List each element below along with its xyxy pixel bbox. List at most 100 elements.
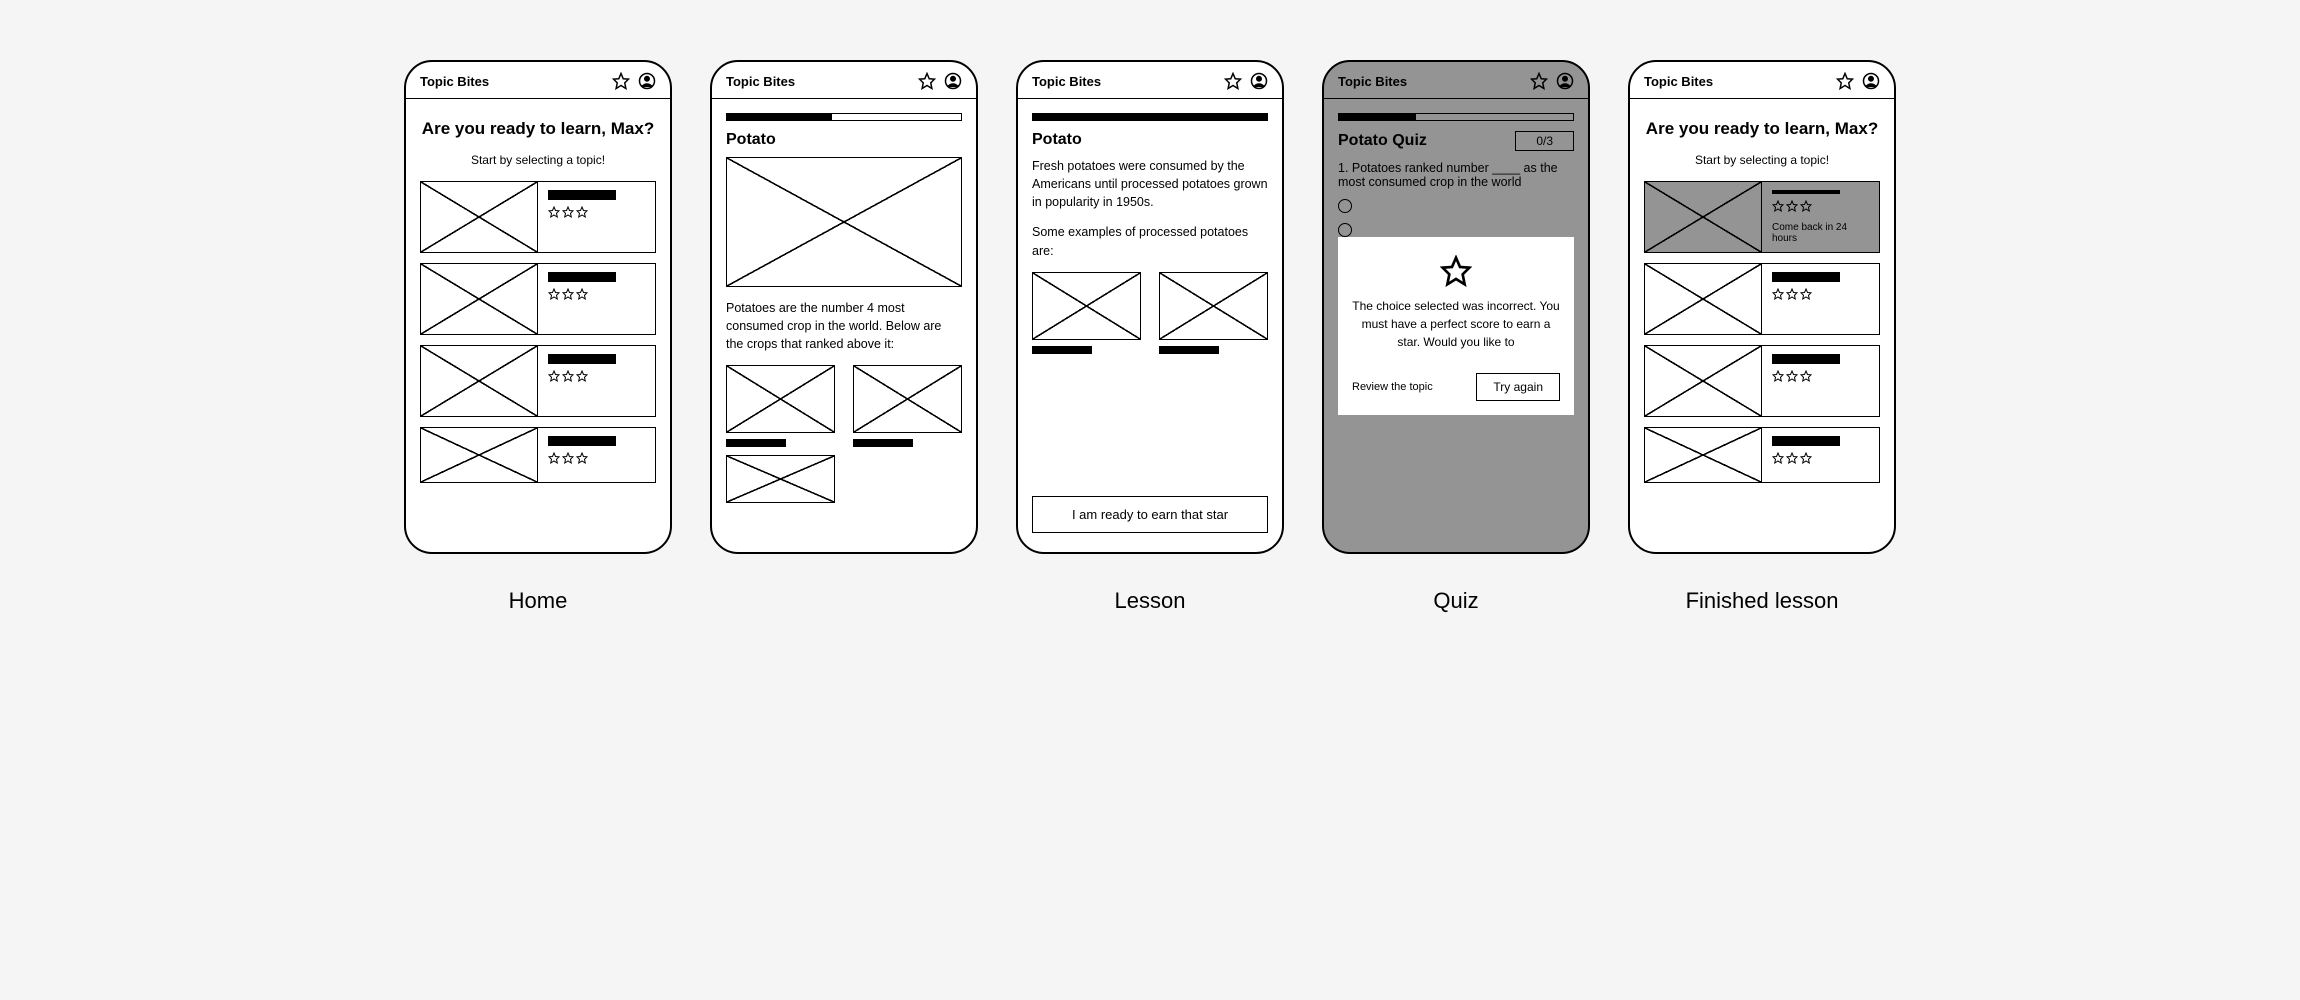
profile-icon[interactable] (944, 72, 962, 90)
topic-card-locked: Come back in 24 hours (1644, 181, 1880, 253)
example-image (1159, 272, 1268, 340)
header-icons (1530, 72, 1574, 90)
wireframe-row: Topic Bites Are you ready to learn, Max?… (404, 60, 1896, 614)
topic-title-placeholder (1772, 436, 1840, 446)
quiz-option[interactable] (1338, 223, 1574, 237)
header-icons (1224, 72, 1268, 90)
star-icon (562, 206, 574, 218)
topic-card[interactable] (1644, 263, 1880, 335)
locked-note: Come back in 24 hours (1772, 222, 1869, 244)
progress-fill (1339, 114, 1416, 120)
star-icon (1800, 288, 1812, 300)
app-header: Topic Bites (1324, 62, 1588, 99)
star-icon (1772, 288, 1784, 300)
topic-thumbnail (421, 182, 538, 252)
topic-card[interactable] (420, 345, 656, 417)
example-caption-placeholder (1159, 346, 1219, 354)
app-title: Topic Bites (1644, 74, 1713, 89)
star-icon[interactable] (1224, 72, 1242, 90)
topic-title-placeholder (1772, 190, 1840, 194)
screen-lesson1-col: Topic Bites Potato Potatoes are the numb… (710, 60, 978, 554)
star-icon[interactable] (1530, 72, 1548, 90)
topic-thumbnail (1645, 346, 1762, 416)
quiz-option[interactable] (1338, 199, 1574, 213)
topic-title-placeholder (548, 272, 616, 282)
example-image (1032, 272, 1141, 340)
topic-thumbnail (421, 264, 538, 334)
topic-title-placeholder (1772, 272, 1840, 282)
topic-card[interactable] (420, 181, 656, 253)
profile-icon[interactable] (1250, 72, 1268, 90)
crop-grid-row (726, 455, 962, 503)
modal-actions: Review the topic Try again (1352, 373, 1560, 401)
header-icons (612, 72, 656, 90)
finished-subheading: Start by selecting a topic! (1644, 153, 1880, 167)
screen-label-quiz: Quiz (1433, 588, 1478, 614)
ready-button[interactable]: I am ready to earn that star (1032, 496, 1268, 533)
star-icon[interactable] (918, 72, 936, 90)
star-icon (1772, 452, 1784, 464)
topic-thumbnail (421, 346, 538, 416)
star-icon[interactable] (1836, 72, 1854, 90)
example-caption-placeholder (1032, 346, 1092, 354)
crop-image (726, 365, 835, 433)
radio-icon (1338, 199, 1352, 213)
topic-title-placeholder (548, 354, 616, 364)
lesson-paragraph: Potatoes are the number 4 most consumed … (726, 299, 962, 353)
screen-lesson2-col: Topic Bites Potato Fresh potatoes were c… (1016, 60, 1284, 614)
star-icon (1786, 370, 1798, 382)
topic-card[interactable] (420, 427, 656, 483)
star-icon (562, 288, 574, 300)
quiz-title: Potato Quiz (1338, 132, 1427, 150)
topic-stars (548, 206, 645, 218)
profile-icon[interactable] (638, 72, 656, 90)
modal-star-icon (1352, 255, 1560, 287)
try-again-button[interactable]: Try again (1476, 373, 1560, 401)
star-icon (562, 452, 574, 464)
app-title: Topic Bites (726, 74, 795, 89)
screen-lesson1: Topic Bites Potato Potatoes are the numb… (710, 60, 978, 554)
star-icon (1772, 200, 1784, 212)
home-body: Are you ready to learn, Max? Start by se… (406, 99, 670, 549)
star-icon (562, 370, 574, 382)
progress-bar (1338, 113, 1574, 121)
star-icon (548, 370, 560, 382)
star-icon (1800, 452, 1812, 464)
app-header: Topic Bites (1630, 62, 1894, 99)
screen-label-home: Home (509, 588, 568, 614)
screen-finished-col: Topic Bites Are you ready to learn, Max?… (1628, 60, 1896, 614)
topic-card[interactable] (1644, 427, 1880, 483)
screen-label-finished: Finished lesson (1686, 588, 1839, 614)
star-icon (1772, 370, 1784, 382)
profile-icon[interactable] (1862, 72, 1880, 90)
lesson2-body: Potato Fresh potatoes were consumed by t… (1018, 99, 1282, 549)
topic-title-placeholder (548, 436, 616, 446)
header-icons (918, 72, 962, 90)
star-icon[interactable] (612, 72, 630, 90)
lesson-paragraph2: Some examples of processed potatoes are: (1032, 223, 1268, 259)
app-header: Topic Bites (712, 62, 976, 99)
star-icon (548, 452, 560, 464)
screen-lesson2: Topic Bites Potato Fresh potatoes were c… (1016, 60, 1284, 554)
star-icon (576, 206, 588, 218)
review-topic-link[interactable]: Review the topic (1352, 381, 1433, 393)
star-icon (548, 206, 560, 218)
topic-stars (1772, 452, 1869, 464)
example-grid-row (1032, 272, 1268, 354)
home-subheading: Start by selecting a topic! (420, 153, 656, 167)
topic-meta (1762, 428, 1879, 482)
topic-stars (1772, 370, 1869, 382)
progress-bar (726, 113, 962, 121)
finished-heading: Are you ready to learn, Max? (1644, 119, 1880, 139)
topic-card[interactable] (1644, 345, 1880, 417)
topic-thumbnail (1645, 182, 1762, 252)
topic-card[interactable] (420, 263, 656, 335)
quiz-question: 1. Potatoes ranked number ____ as the mo… (1338, 161, 1574, 189)
screen-home: Topic Bites Are you ready to learn, Max?… (404, 60, 672, 554)
progress-bar (1032, 113, 1268, 121)
topic-meta: Come back in 24 hours (1762, 182, 1879, 252)
profile-icon[interactable] (1556, 72, 1574, 90)
screen-quiz: Topic Bites Potato Quiz 0/3 1. Potatoes … (1322, 60, 1590, 554)
screen-quiz-col: Topic Bites Potato Quiz 0/3 1. Potatoes … (1322, 60, 1590, 614)
app-header: Topic Bites (406, 62, 670, 99)
